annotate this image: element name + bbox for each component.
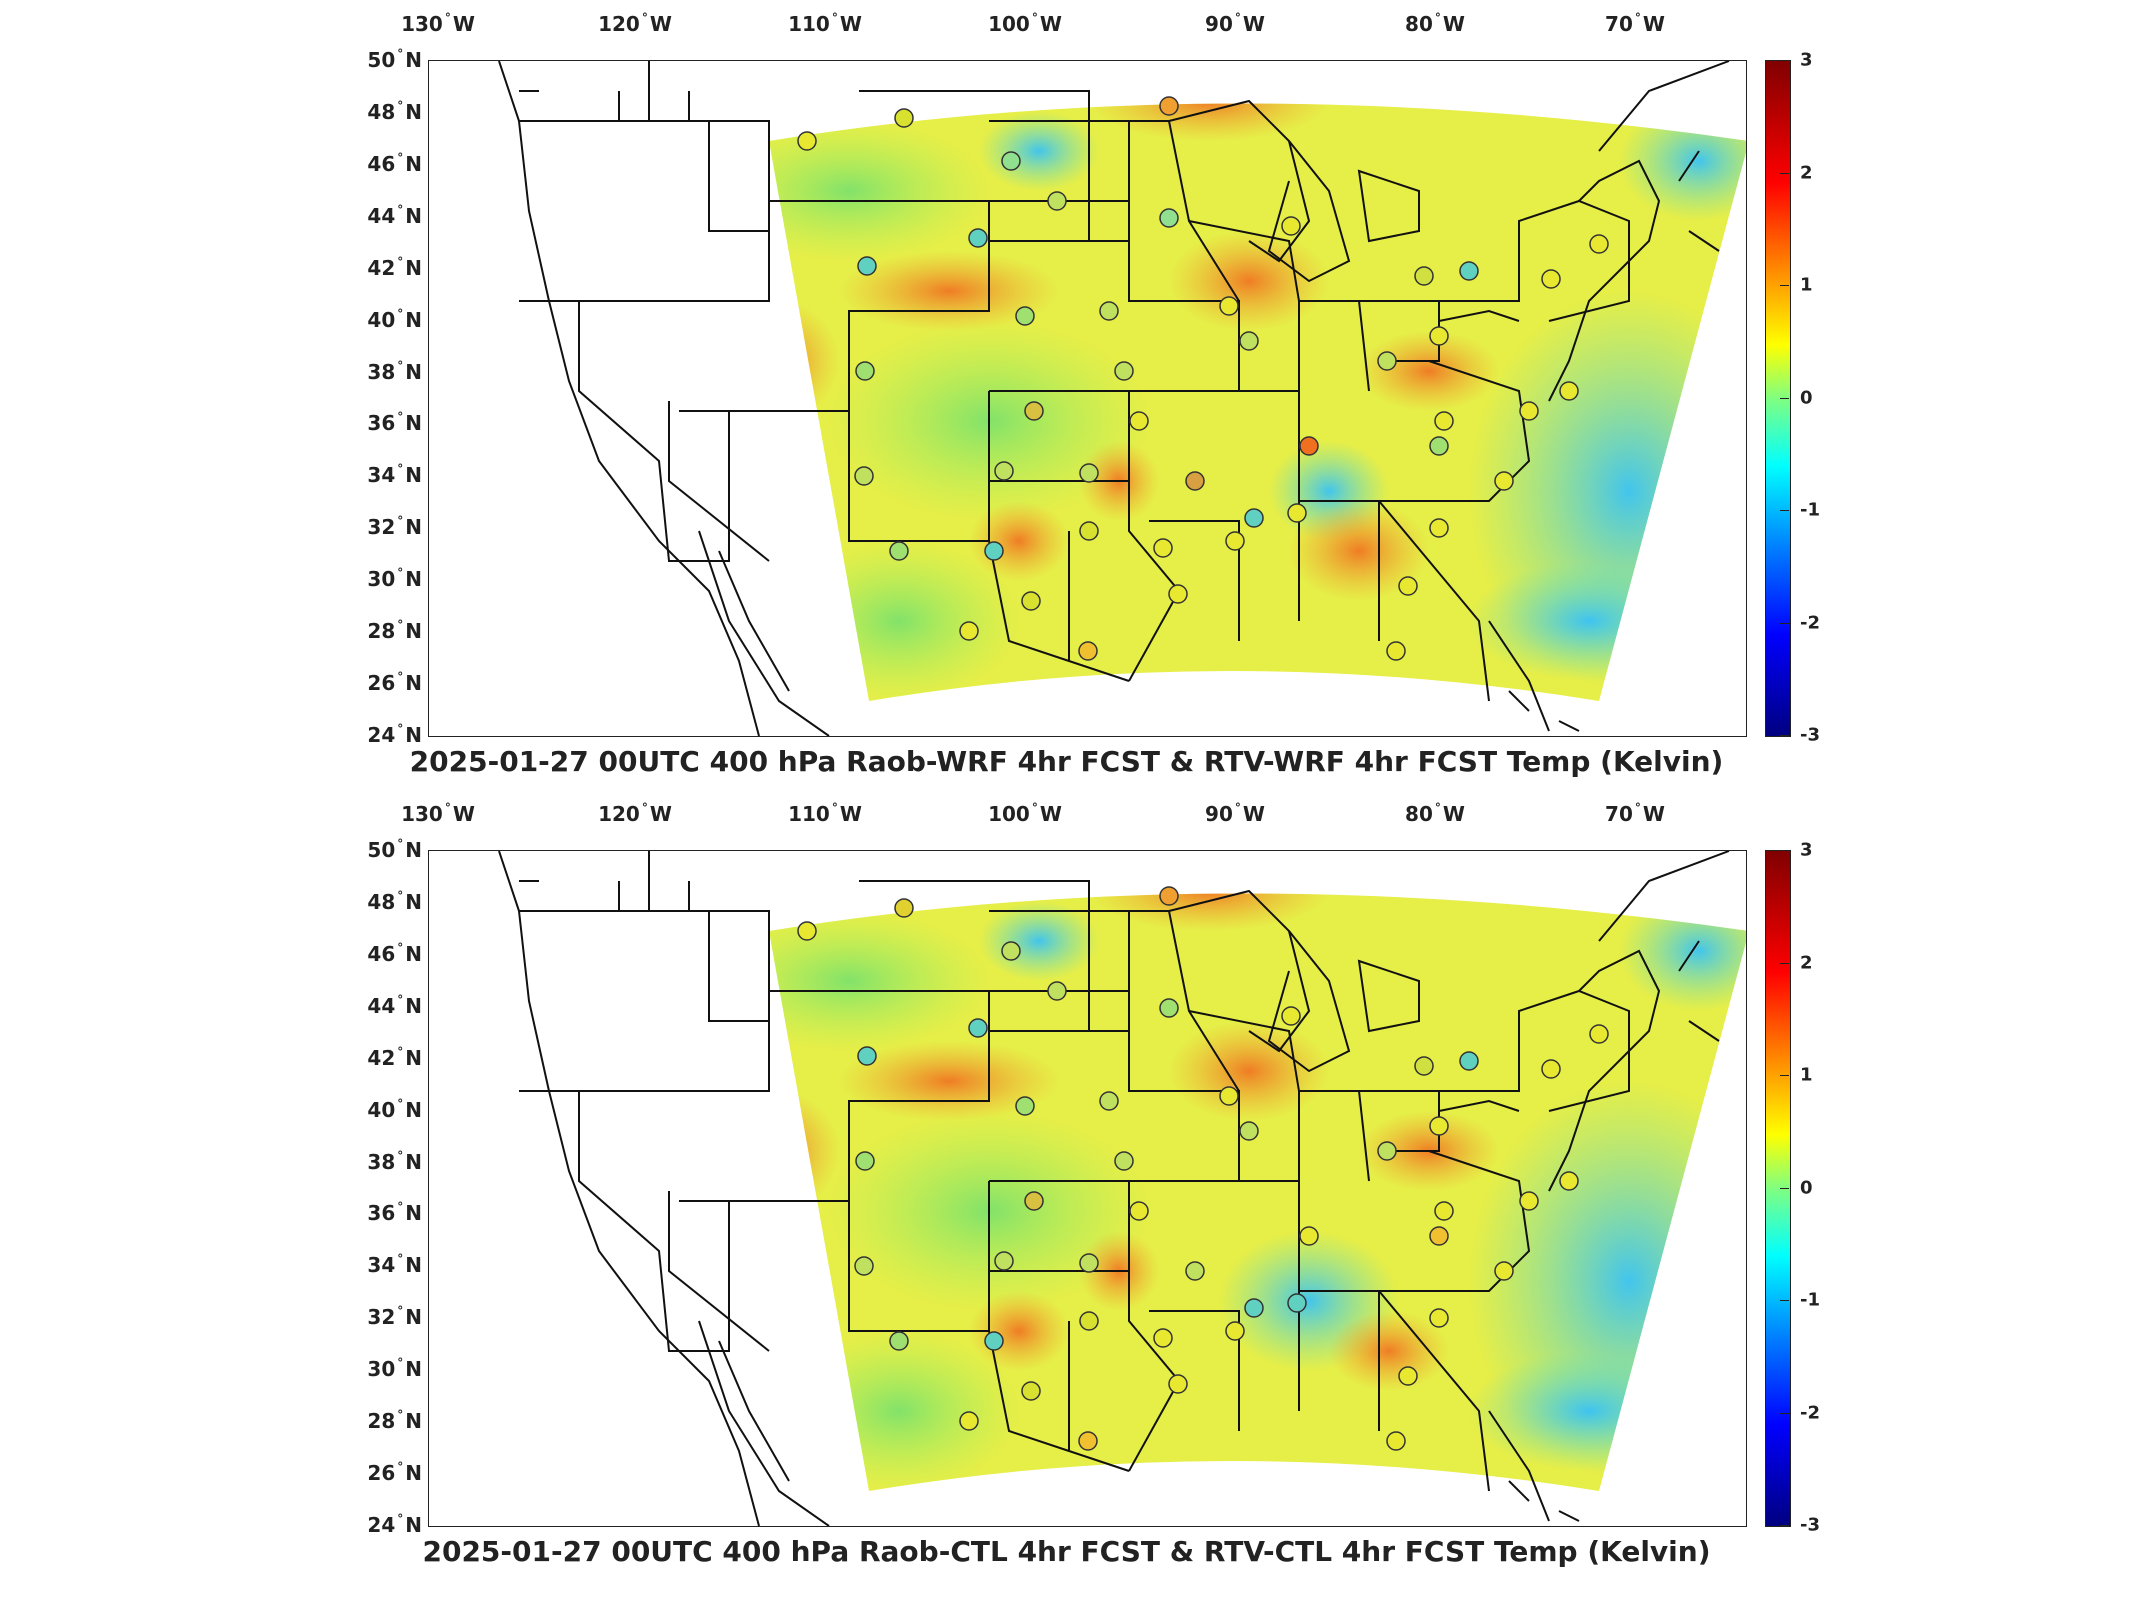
latitude-label: 28 ° N (367, 618, 422, 644)
latitude-label: 32 ° N (367, 1304, 422, 1330)
colorbar-tick-mark (1780, 397, 1789, 399)
longitude-label: 70 ° W (1605, 801, 1665, 826)
colorbar-tick-label: -2 (1800, 612, 1820, 633)
longitude-label: 110 ° W (788, 801, 862, 826)
longitude-label: 130 ° W (401, 11, 475, 36)
latitude-label: 42 ° N (367, 254, 422, 280)
longitude-label: 80 ° W (1405, 801, 1465, 826)
latitude-label: 34 ° N (367, 462, 422, 488)
longitude-label: 90 ° W (1205, 11, 1265, 36)
boundaries (498, 61, 1730, 736)
longitude-label: 100 ° W (988, 801, 1062, 826)
longitude-label: 90 ° W (1205, 801, 1265, 826)
colorbar-tick-mark (1780, 285, 1789, 286)
latitude-label: 36 ° N (367, 410, 422, 436)
colorbar (1765, 850, 1791, 1527)
colorbar-tick-label: 0 (1800, 387, 1813, 408)
latitude-label: 48 ° N (367, 888, 422, 914)
colorbar-tick-label: -1 (1800, 499, 1820, 521)
latitude-label: 32 ° N (367, 514, 422, 540)
latitude-label: 30 ° N (367, 566, 422, 592)
temperature-field (769, 893, 1746, 1491)
colorbar-tick-mark (1780, 850, 1789, 851)
latitude-label: 24 ° N (367, 1512, 422, 1537)
colorbar-tick-label: 3 (1800, 839, 1813, 861)
colorbar-tick-mark (1780, 1187, 1789, 1189)
latitude-label: 28 ° N (367, 1408, 422, 1434)
panel-title: 2025-01-27 00UTC 400 hPa Raob-WRF 4hr FC… (409, 745, 1724, 778)
colorbar-tick-mark (1780, 1525, 1789, 1526)
colorbar-tick-mark (1780, 172, 1789, 174)
colorbar-tick-mark (1780, 962, 1789, 964)
latitude-label: 36 ° N (367, 1200, 422, 1226)
longitude-label: 70 ° W (1605, 11, 1665, 36)
colorbar-tick-label: 3 (1800, 49, 1813, 71)
colorbar-tick-label: 2 (1800, 952, 1813, 973)
latitude-label: 40 ° N (367, 1096, 422, 1122)
latitude-label: 50 ° N (367, 837, 422, 862)
colorbar-tick-mark (1780, 1075, 1789, 1076)
map-canvas (498, 61, 1746, 736)
map-plot-area (428, 60, 1747, 737)
colorbar-tick-label: -3 (1800, 1514, 1820, 1536)
colorbar-tick-label: 0 (1800, 1177, 1813, 1198)
colorbar-tick-label: 2 (1800, 162, 1813, 183)
latitude-label: 50 ° N (367, 47, 422, 72)
colorbar-tick-label: -1 (1800, 1289, 1820, 1311)
colorbar-tick-mark (1780, 1412, 1789, 1414)
longitude-label: 130 ° W (401, 801, 475, 826)
latitude-label: 48 ° N (367, 98, 422, 124)
colorbar-tick-mark (1780, 622, 1789, 624)
latitude-label: 40 ° N (367, 306, 422, 332)
map-canvas (498, 851, 1746, 1526)
latitude-label: 26 ° N (367, 1460, 422, 1486)
map-panel-bottom: 130 ° W 120 ° W 110 ° W 100 ° W 90 ° W 80 ° W 70 ° W 50 ° N 48 °… (0, 790, 2133, 1590)
longitude-label: 120 ° W (598, 801, 672, 826)
boundaries (498, 851, 1730, 1526)
latitude-label: 42 ° N (367, 1044, 422, 1070)
latitude-label: 38 ° N (367, 358, 422, 384)
colorbar-tick-mark (1780, 735, 1789, 736)
panel-title: 2025-01-27 00UTC 400 hPa Raob-CTL 4hr FC… (422, 1535, 1711, 1568)
latitude-label: 44 ° N (367, 992, 422, 1018)
longitude-label: 120 ° W (598, 11, 672, 36)
colorbar-tick-mark (1780, 60, 1789, 61)
colorbar-tick-label: -3 (1800, 724, 1820, 746)
latitude-label: 46 ° N (367, 940, 422, 966)
latitude-label: 30 ° N (367, 1356, 422, 1382)
colorbar-tick-mark (1780, 1300, 1789, 1301)
longitude-label: 110 ° W (788, 11, 862, 36)
raob-stations (797, 886, 1609, 1451)
colorbar (1765, 60, 1791, 737)
longitude-label: 80 ° W (1405, 11, 1465, 36)
colorbar-tick-label: 1 (1800, 274, 1813, 296)
colorbar-tick-label: -2 (1800, 1402, 1820, 1423)
latitude-label: 26 ° N (367, 670, 422, 696)
map-plot-area (428, 850, 1747, 1527)
latitude-label: 44 ° N (367, 202, 422, 228)
latitude-label: 38 ° N (367, 1148, 422, 1174)
temperature-field (769, 103, 1746, 701)
latitude-label: 46 ° N (367, 150, 422, 176)
longitude-label: 100 ° W (988, 11, 1062, 36)
raob-stations (797, 96, 1609, 661)
colorbar-tick-label: 1 (1800, 1064, 1813, 1086)
latitude-label: 24 ° N (367, 722, 422, 747)
latitude-label: 34 ° N (367, 1252, 422, 1278)
map-panel-top: 130 ° W 120 ° W 110 ° W 100 ° W 90 ° W 80 ° W 70 ° W 50 ° N 48 °… (367, 11, 1820, 778)
colorbar-tick-mark (1780, 510, 1789, 511)
